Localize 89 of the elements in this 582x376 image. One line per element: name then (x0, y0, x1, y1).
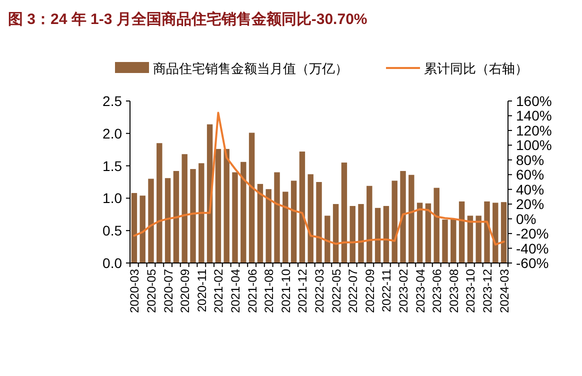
y2-tick-label: -20% (516, 226, 549, 242)
bar (182, 154, 188, 263)
legend-label: 累计同比（右轴） (424, 61, 528, 76)
y2-tick-label: 140% (516, 108, 552, 124)
bar (350, 206, 356, 263)
bar (215, 148, 222, 263)
y-tick-label: 1.5 (102, 158, 122, 174)
bar (324, 216, 330, 263)
x-tick-label: 2020-03 (128, 268, 142, 314)
y2-tick-label: 0% (516, 210, 536, 227)
y2-tick-label: 160% (516, 93, 552, 109)
x-tick-label: 2021-04 (228, 268, 242, 314)
bar (332, 204, 339, 263)
bar (383, 206, 390, 263)
line-series (133, 112, 505, 246)
x-tick-label: 2022-03 (312, 268, 326, 314)
bar (266, 189, 272, 263)
y2-tick-label: 40% (516, 181, 544, 198)
x-tick-label: 2020-07 (161, 268, 176, 314)
y2-tick-label: 120% (516, 122, 552, 138)
y2-tick-label: 80% (516, 152, 544, 168)
bar (290, 180, 297, 263)
bar (450, 218, 456, 263)
x-tick-label: 2023-02 (396, 268, 410, 314)
bar (131, 193, 138, 263)
bar (392, 180, 398, 263)
x-tick-label: 2021-06 (245, 268, 260, 314)
bar (308, 174, 314, 263)
bar (425, 203, 432, 263)
x-tick-label: 2022-07 (346, 268, 360, 314)
bar (341, 162, 348, 263)
bar (173, 170, 180, 263)
y2-tick-label: 60% (516, 166, 544, 183)
chart-title: 图 3：24 年 1-3 月全国商品住宅销售金额同比-30.70% (8, 10, 368, 28)
bar (400, 170, 406, 263)
x-tick-label: 2023-10 (464, 268, 478, 314)
bar (198, 163, 204, 263)
bar (316, 182, 322, 263)
x-tick-label: 2020-09 (178, 268, 192, 314)
bar (240, 162, 246, 263)
x-tick-label: 2022-11 (380, 268, 394, 312)
y-tick-label: 0.5 (102, 222, 122, 239)
bar (232, 172, 238, 263)
bar (156, 143, 162, 263)
bar (299, 152, 306, 263)
bar (257, 184, 264, 263)
y2-tick-label: 20% (516, 196, 544, 212)
bar (416, 202, 423, 263)
x-tick-label: 2023-08 (446, 268, 461, 314)
x-tick-label: 2023-06 (430, 268, 444, 314)
y2-tick-label: -40% (516, 240, 549, 256)
bar (408, 174, 414, 263)
bar (190, 169, 196, 263)
bar (458, 201, 465, 263)
bar (484, 201, 490, 263)
y-tick-label: 2.0 (102, 125, 122, 142)
x-tick-label: 2022-09 (362, 268, 377, 314)
x-tick-label: 2021-10 (278, 268, 293, 314)
bar (492, 202, 498, 263)
x-tick-label: 2020-05 (144, 268, 158, 314)
x-tick-label: 2021-08 (262, 268, 276, 314)
x-tick-label: 2020-11 (194, 268, 209, 312)
bar (442, 220, 448, 263)
bar (140, 196, 146, 263)
x-tick-label: 2023-04 (413, 268, 428, 314)
bar (467, 216, 474, 263)
bar (164, 178, 171, 263)
bar (248, 132, 255, 263)
x-tick-label: 2021-02 (212, 268, 226, 314)
bar (282, 192, 288, 263)
y2-tick-label: -60% (516, 255, 549, 271)
y-tick-label: 2.5 (102, 93, 122, 109)
bar (366, 186, 372, 263)
y2-tick-label: 100% (516, 137, 552, 154)
x-tick-label: 2022-05 (329, 268, 344, 314)
bar (358, 204, 364, 263)
y-tick-label: 0.0 (102, 255, 122, 271)
legend-label: 商品住宅销售金额当月值（万亿） (153, 61, 348, 76)
bar (476, 216, 482, 263)
y-tick-label: 1.0 (102, 190, 122, 206)
x-tick-label: 2023-12 (480, 268, 494, 314)
x-tick-label: 2021-12 (296, 268, 310, 314)
x-tick-label: 2024-03 (497, 268, 512, 314)
bar (274, 172, 280, 263)
bar (434, 188, 440, 263)
bar (224, 148, 230, 263)
bar (148, 178, 154, 263)
bar (500, 202, 507, 263)
bar (374, 208, 381, 263)
